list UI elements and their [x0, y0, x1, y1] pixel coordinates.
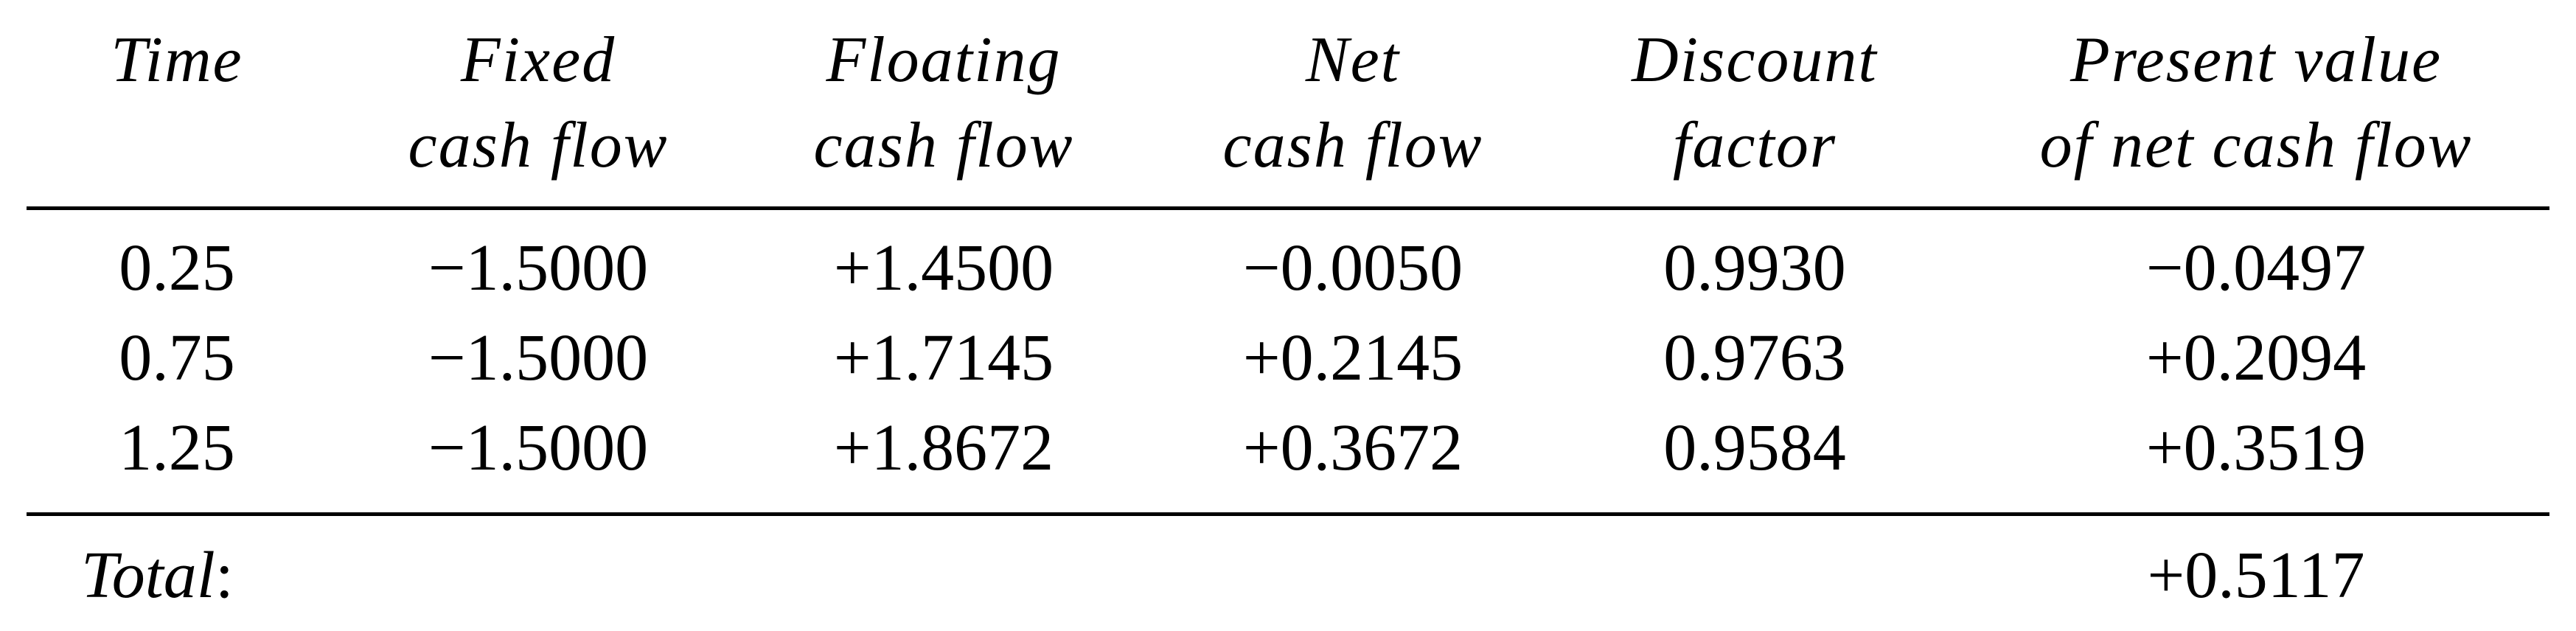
row2-net: +0.2145 [1242, 321, 1463, 394]
header-time: Time [63, 18, 291, 103]
row3-present-value: +0.3519 [2145, 411, 2367, 484]
row2-present-value: +0.2094 [2145, 321, 2367, 394]
row2-fixed: −1.5000 [428, 321, 649, 394]
row3-discount: 0.9584 [1663, 411, 1846, 484]
header-discount-line2: factor [1672, 110, 1837, 181]
total-label-colon: : [215, 539, 234, 612]
header-fixed-cash-flow: Fixed cash flow [358, 18, 719, 189]
row1-floating: +1.4500 [833, 231, 1054, 304]
row1-fixed: −1.5000 [428, 231, 649, 304]
row3-time: 1.25 [119, 411, 235, 484]
header-net-line1: Net [1305, 24, 1401, 96]
row2-floating: +1.7145 [833, 321, 1054, 394]
row1-discount: 0.9930 [1663, 231, 1846, 304]
header-time-line1: Time [111, 24, 243, 96]
total-rule [27, 512, 2549, 516]
header-floating-cash-flow: Floating cash flow [763, 18, 1124, 189]
header-rule [27, 206, 2549, 210]
header-pv-line1: Present value [2069, 24, 2443, 96]
header-floating-line2: cash flow [813, 110, 1074, 181]
header-fixed-line2: cash flow [408, 110, 669, 181]
header-floating-line1: Floating [826, 24, 1062, 96]
row3-floating: +1.8672 [833, 411, 1054, 484]
row3-net: +0.3672 [1242, 411, 1463, 484]
total-label-text: Total [81, 539, 215, 612]
header-fixed-line1: Fixed [460, 24, 616, 96]
total-label: Total: [81, 534, 234, 617]
total-value: +0.5117 [2147, 539, 2365, 612]
row3-fixed: −1.5000 [428, 411, 649, 484]
header-net-cash-flow: Net cash flow [1172, 18, 1534, 189]
header-net-line2: cash flow [1222, 110, 1483, 181]
header-discount-line1: Discount [1632, 24, 1878, 96]
row2-time: 0.75 [119, 321, 235, 394]
header-pv-line2: of net cash flow [2039, 110, 2473, 181]
row1-net: −0.0050 [1242, 231, 1463, 304]
header-discount-factor: Discount factor [1578, 18, 1932, 189]
header-present-value: Present value of net cash flow [1976, 18, 2536, 189]
row1-time: 0.25 [119, 231, 235, 304]
row1-present-value: −0.0497 [2145, 231, 2367, 304]
row2-discount: 0.9763 [1663, 321, 1846, 394]
